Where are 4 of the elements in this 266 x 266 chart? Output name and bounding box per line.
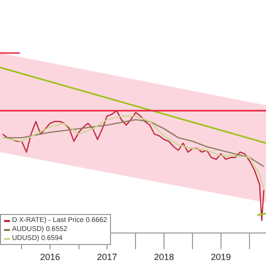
x-tick-label: 2016 — [40, 252, 60, 262]
x-tick-label: 2019 — [210, 252, 231, 262]
x-tick-label: 2018 — [154, 252, 174, 262]
x-tick-label: 2017 — [97, 252, 118, 262]
